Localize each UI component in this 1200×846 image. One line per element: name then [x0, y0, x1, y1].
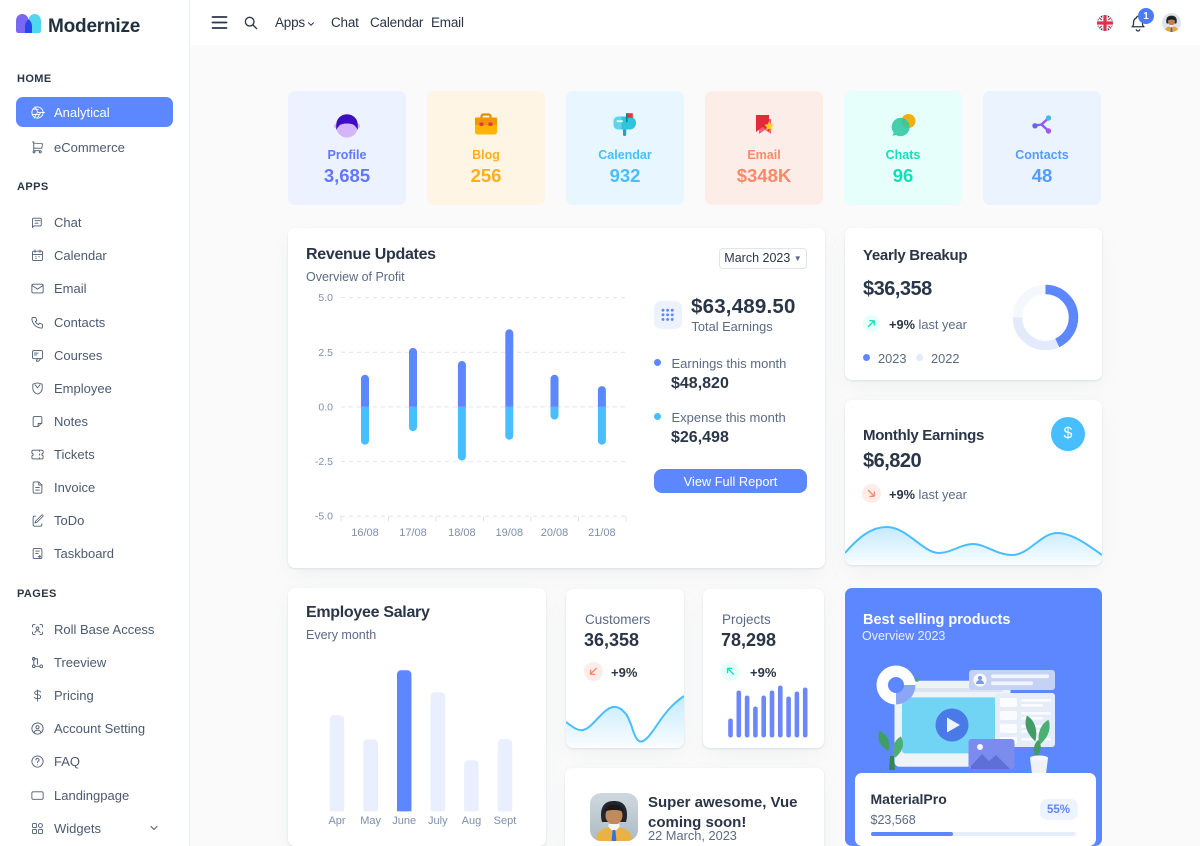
svg-text:Aug: Aug — [462, 815, 482, 827]
svg-text:0.0: 0.0 — [318, 401, 333, 413]
svg-text:Apr: Apr — [328, 815, 345, 827]
svg-text:May: May — [360, 815, 381, 827]
svg-text:June: June — [392, 815, 416, 827]
svg-text:-2.5: -2.5 — [315, 456, 333, 468]
svg-text:20/08: 20/08 — [541, 527, 569, 539]
svg-text:5.0: 5.0 — [318, 292, 333, 304]
svg-text:-5.0: -5.0 — [315, 511, 333, 523]
svg-text:July: July — [428, 815, 448, 827]
svg-text:2.5: 2.5 — [318, 347, 333, 359]
svg-text:16/08: 16/08 — [351, 527, 379, 539]
svg-text:Sept: Sept — [494, 815, 517, 827]
svg-text:21/08: 21/08 — [588, 527, 616, 539]
svg-text:17/08: 17/08 — [399, 527, 427, 539]
svg-text:18/08: 18/08 — [448, 527, 476, 539]
svg-text:19/08: 19/08 — [496, 527, 524, 539]
